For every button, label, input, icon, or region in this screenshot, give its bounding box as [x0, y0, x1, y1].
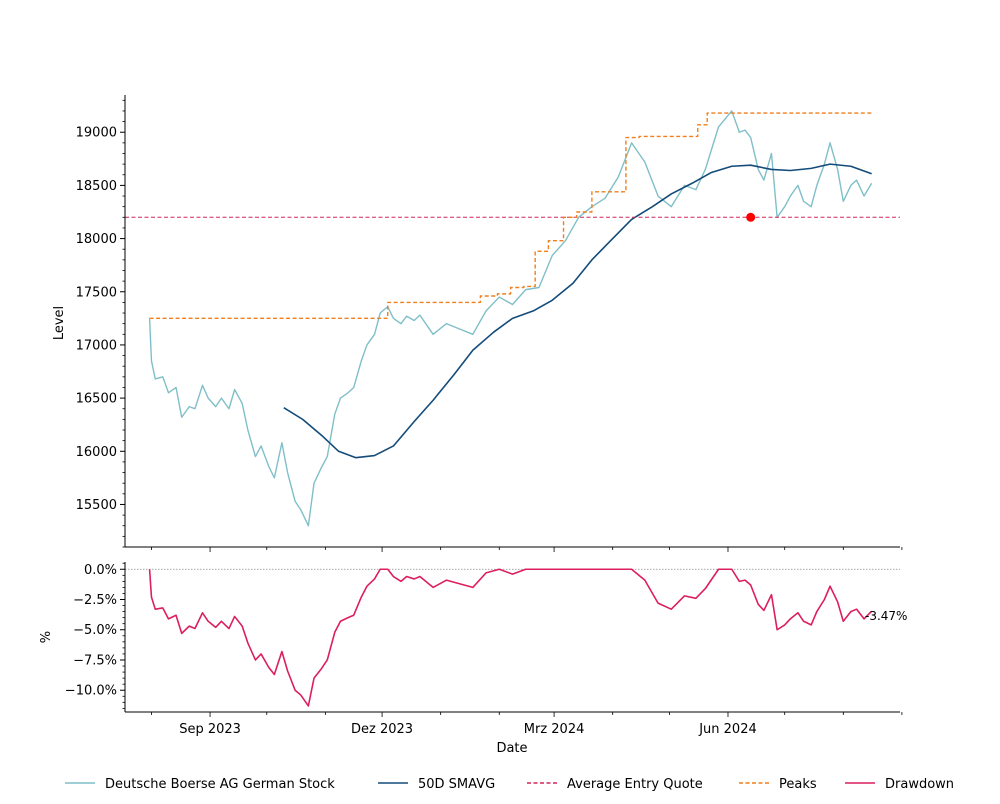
x-tick-label: Jun 2024: [698, 722, 757, 737]
price-y-tick-label: 16000: [76, 445, 117, 460]
price-y-tick-label: 19000: [76, 126, 117, 141]
price-y-tick-label: 16500: [76, 392, 117, 407]
drawdown-y-tick-label: −2.5%: [73, 593, 117, 608]
price-y-axis-label: Level: [52, 306, 67, 340]
price-y-tick-label: 17500: [76, 285, 117, 300]
legend-label: Drawdown: [885, 777, 954, 792]
entry-marker: [746, 212, 756, 222]
legend-label: Average Entry Quote: [567, 777, 703, 792]
x-tick-label: Mrz 2024: [524, 722, 585, 737]
drawdown-y-tick-label: −5.0%: [73, 623, 117, 638]
price-y-ticks: 15500 16000 16500 17000 17500 18000 18500 19000: [76, 99, 125, 548]
x-tick-label: Dez 2023: [351, 722, 413, 737]
price-y-tick-label: 15500: [76, 498, 117, 513]
x-tick-label: Sep 2023: [179, 722, 241, 737]
x-axis-label: Date: [496, 741, 527, 756]
legend-label: Peaks: [779, 777, 817, 792]
drawdown-x-ticks: Sep 2023 Dez 2023 Mrz 2024 Jun 2024: [151, 712, 903, 737]
drawdown-panel: 0.0% −2.5% −5.0% −7.5% −10.0% Sep 2023 Dez 20…: [39, 562, 907, 756]
drawdown-y-axis-label: %: [39, 631, 54, 643]
price-y-tick-label: 18000: [76, 232, 117, 247]
series-line-3: [149, 112, 872, 320]
price-plot-area: [125, 110, 900, 527]
drawdown-line: [148, 568, 873, 707]
drawdown-y-tick-label: −7.5%: [73, 653, 117, 668]
drawdown-plot-area: [125, 568, 900, 707]
drawdown-y-ticks: 0.0% −2.5% −5.0% −7.5% −10.0%: [65, 563, 125, 709]
drawdown-y-tick-label: −10.0%: [65, 684, 117, 699]
price-y-tick-label: 17000: [76, 338, 117, 353]
drawdown-last-value-label: -3.47%: [865, 609, 907, 623]
legend-label: Deutsche Boerse AG German Stock: [105, 777, 335, 792]
price-y-tick-label: 18500: [76, 179, 117, 194]
legend-label: 50D SMAVG: [418, 777, 495, 792]
price-x-ticks: [151, 547, 903, 552]
legend: Deutsche Boerse AG German Stock 50D SMAVG…: [65, 777, 954, 792]
drawdown-y-tick-label: 0.0%: [84, 563, 117, 578]
series-line-0: [148, 110, 873, 527]
series-line-1: [283, 163, 872, 459]
price-panel: 15500 16000 16500 17000 17500 18000 18500 19000…: [52, 95, 903, 552]
